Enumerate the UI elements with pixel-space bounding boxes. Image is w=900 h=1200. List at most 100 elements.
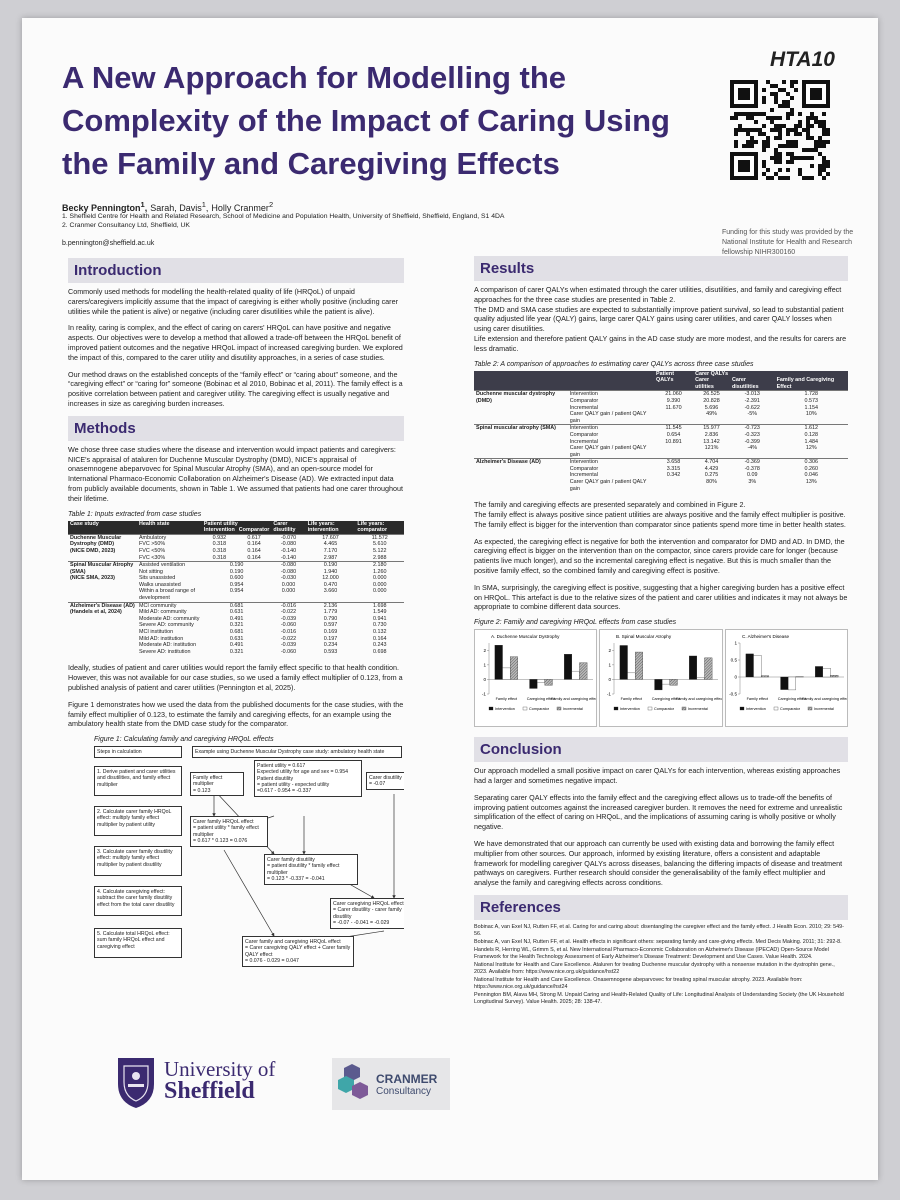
qr-cell <box>770 120 774 124</box>
row-label: Carer QALY gain / patient QALY gain <box>569 479 647 492</box>
legend-swatch <box>773 707 778 711</box>
qr-cell <box>794 80 798 84</box>
qr-finder <box>810 88 822 100</box>
case-study-cell: Spinal muscular atrophy (SMA) <box>474 424 568 459</box>
bar <box>635 652 644 680</box>
qr-cell <box>814 140 818 144</box>
qr-cell <box>814 144 818 148</box>
column-header: Carer QALYs <box>693 370 848 378</box>
table-caption: Table 1: Inputs extracted from case stud… <box>68 510 202 518</box>
qr-cell <box>734 112 738 116</box>
table-cell: -0.378 <box>744 465 760 472</box>
x-tick-label: Family and caregiving effects <box>676 697 722 701</box>
email: b.pennington@sheffield.ac.uk <box>62 240 155 247</box>
table-cell: 0.597 <box>323 622 338 629</box>
section-heading: References <box>474 895 848 920</box>
qr-cell <box>786 160 790 164</box>
column-header: Carer disutility <box>271 520 306 535</box>
paragraph: As expected, the caregiving effect is ne… <box>474 536 845 576</box>
table-cell: -0.140 <box>280 554 297 561</box>
table: Case study Health state Patient utility Car… <box>68 520 404 656</box>
affiliation: 1. Sheffield Centre for Health and Relat… <box>62 213 505 220</box>
qr-cell <box>818 164 822 168</box>
table-cell: 1.698 <box>355 601 404 610</box>
qr-cell <box>794 144 798 148</box>
table-cell: 5.610 <box>372 541 387 548</box>
table-row: Carer QALY gain / patient QALY gain 121% -… <box>474 445 848 459</box>
qr-cell <box>818 120 822 124</box>
flow-step: 2. Calculate carer family HRQoL effect: … <box>94 806 182 837</box>
table-cell: 0.321 <box>229 648 244 655</box>
qr-cell <box>794 156 798 160</box>
qr-cell <box>786 128 790 132</box>
health-state: Walks unassisted <box>138 581 181 588</box>
section-heading: Conclusion <box>474 737 848 763</box>
table-cell: 0.600 <box>229 575 244 582</box>
qr-cell <box>758 132 762 136</box>
table-cell: -0.016 <box>271 601 306 610</box>
qr-cell <box>790 96 794 100</box>
qr-cell <box>746 128 750 132</box>
qr-cell <box>754 128 758 132</box>
table-cell: 0.342 <box>666 472 681 479</box>
bar <box>669 679 678 686</box>
qr-cell <box>734 144 738 148</box>
qr-cell <box>818 168 822 172</box>
qr-cell <box>806 120 810 124</box>
qr-cell <box>742 144 746 148</box>
x-tick-label: Family effect <box>746 697 768 701</box>
table-row: FVC <50% 0.318 0.164 -0.140 7.170 5.122 <box>68 548 404 555</box>
qr-cell <box>782 124 786 128</box>
x-tick-label: Family effect <box>621 697 643 701</box>
table-cell: -0.060 <box>280 648 297 655</box>
table-cell: 0.491 <box>229 642 244 649</box>
qr-cell <box>762 124 766 128</box>
qr-cell <box>762 172 766 176</box>
table-cell: 0.190 <box>229 568 244 575</box>
empty-cell <box>654 479 693 492</box>
table-cell: 13% <box>805 479 817 486</box>
table-row: Moderate AD: institution 0.491 -0.039 0.234… <box>68 642 404 649</box>
table-cell: 2.180 <box>355 561 404 569</box>
y-tick-label: 1 <box>483 663 486 668</box>
table-row: Severe AD: institution 0.321 -0.060 0.593 0.… <box>68 649 404 656</box>
paragraph: Our method draws on the established conc… <box>68 369 403 408</box>
health-state: Mild AD: institution <box>138 635 184 642</box>
qr-cell <box>742 128 746 132</box>
legend-swatch <box>648 707 653 711</box>
table-cell: -0.039 <box>280 615 297 622</box>
qr-cell <box>774 136 778 140</box>
qr-cell <box>786 168 790 172</box>
qr-cell <box>786 100 790 104</box>
row-label: Carer QALY gain / patient QALY gain <box>569 411 647 424</box>
table-cell: 2.987 <box>323 554 338 561</box>
table-cell: 0.631 <box>229 635 244 642</box>
table-cell: 0.617 <box>236 533 272 542</box>
reference: Bobinac A, van Exel NJ, Rutten FF, et al… <box>474 924 844 937</box>
qr-cell <box>774 160 778 164</box>
qr-cell <box>798 168 802 172</box>
qr-cell <box>774 116 778 120</box>
table-wrap: Case study Health state Patient utility Car… <box>68 520 404 656</box>
qr-cell <box>822 132 826 136</box>
flow-box: Carer disutility = -0.07 <box>366 772 404 791</box>
table-row: Moderate AD: community 0.491 -0.039 0.790 0.… <box>68 616 404 623</box>
qr-cell <box>822 168 826 172</box>
right-column: Results A comparison of carer QALYs when… <box>474 256 848 1156</box>
table-cell: 80% <box>706 479 717 486</box>
table-cell: -0.016 <box>280 629 297 636</box>
table-cell: -0.369 <box>729 458 775 466</box>
table-cell: 13.142 <box>703 438 720 445</box>
qr-cell <box>770 116 774 120</box>
table-row: Within a broad range of development 0.954… <box>68 588 404 602</box>
qr-cell <box>806 156 810 160</box>
qr-cell <box>790 128 794 132</box>
qr-cell <box>778 136 782 140</box>
paragraph: Separating carer QALY effects into the f… <box>474 792 843 832</box>
case-study-source: (Handels et al, 2024) <box>70 609 122 616</box>
y-tick-label: 1 <box>734 641 737 646</box>
x-tick-label: Caregiving effect <box>527 697 556 701</box>
case-study-source: (NICE DMD, 2023) <box>70 547 116 554</box>
author: Sarah, Davis1 <box>150 200 208 213</box>
table-row: Walks unassisted 0.954 0.000 0.470 0.000 <box>68 582 404 589</box>
